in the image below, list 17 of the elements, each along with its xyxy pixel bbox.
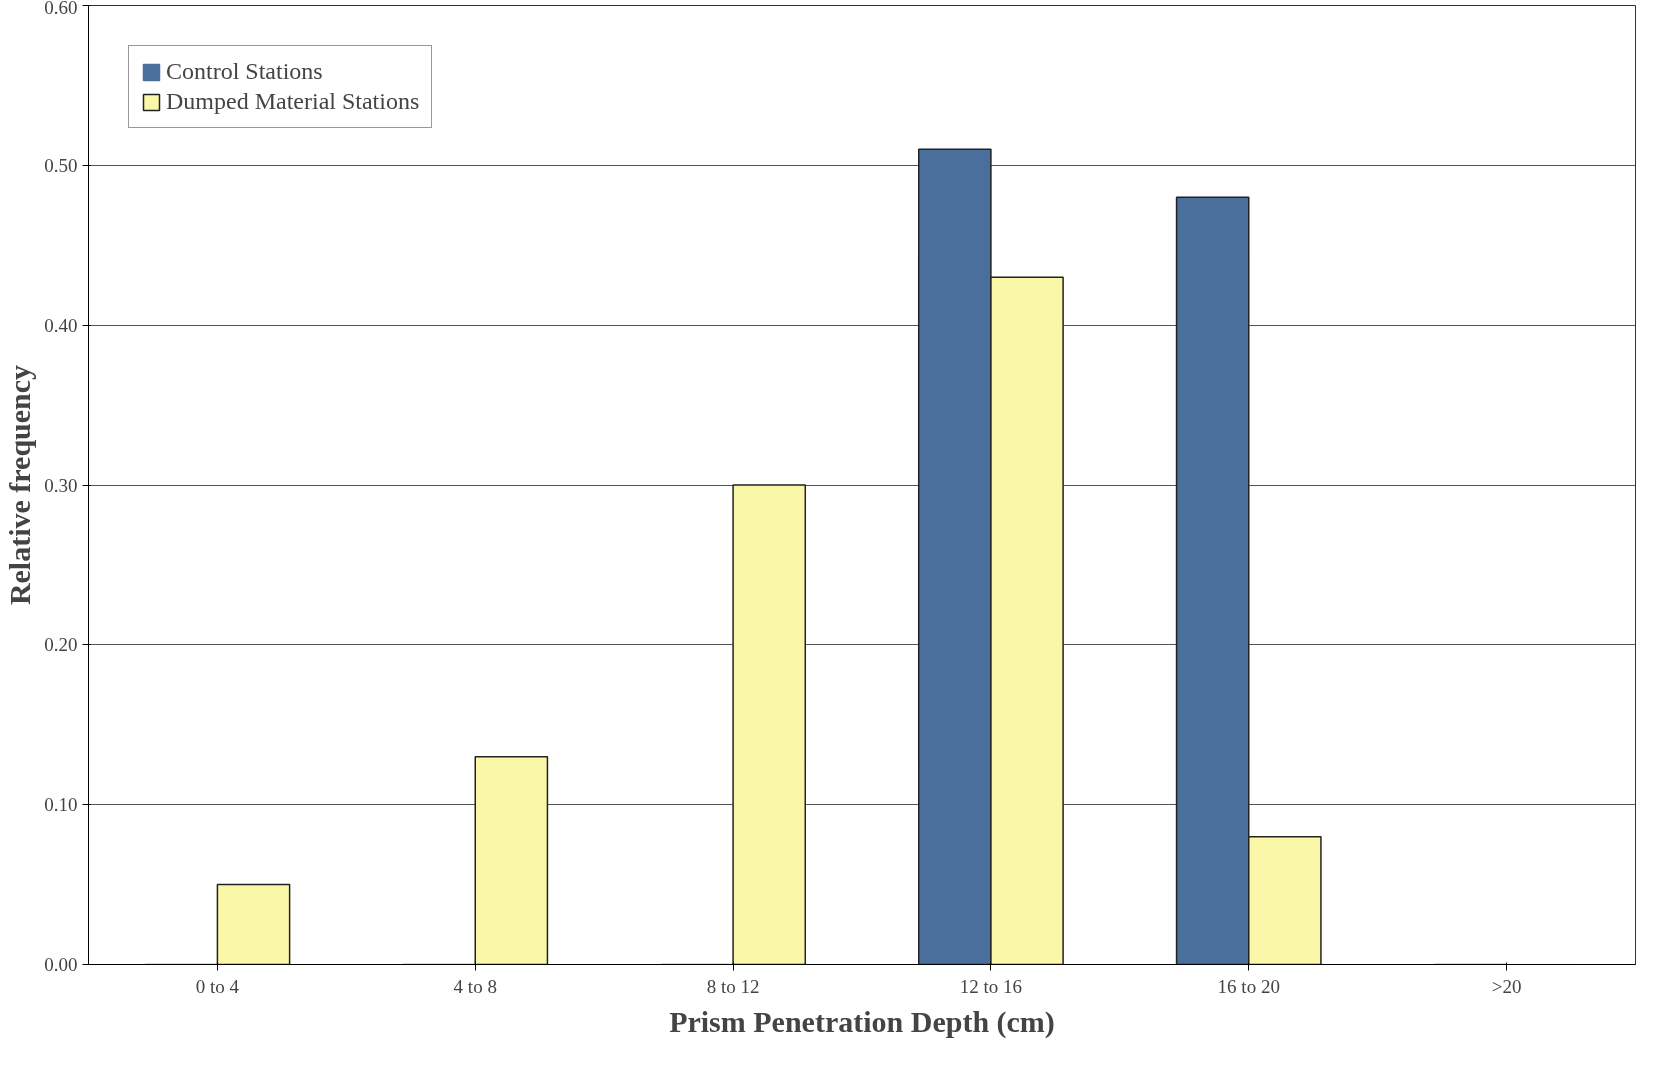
x-axis-title: Prism Penetration Depth (cm): [669, 1004, 1055, 1039]
y-tick-label: 0.30: [44, 474, 78, 496]
x-tick-label: 16 to 20: [1217, 975, 1280, 997]
y-tick-label: 0.20: [44, 634, 78, 656]
legend-label: Dumped Material Stations: [166, 88, 420, 115]
x-tick-label: 4 to 8: [453, 975, 497, 997]
x-tick-label: 12 to 16: [959, 975, 1023, 997]
x-tick-label: >20: [1491, 975, 1522, 997]
y-tick-label: 0.40: [44, 314, 78, 336]
y-tick-label: 0.60: [44, 0, 78, 18]
y-tick-label: 0.10: [44, 794, 78, 816]
y-tick-label: 0.50: [44, 154, 78, 176]
y-tick-label: 0.00: [44, 954, 78, 975]
x-tick-label: 0 to 4: [195, 975, 240, 997]
y-axis-title: Relative frequency: [3, 364, 37, 606]
legend-label: Control Stations: [166, 58, 323, 85]
x-tick-label: 8 to 12: [706, 975, 760, 997]
